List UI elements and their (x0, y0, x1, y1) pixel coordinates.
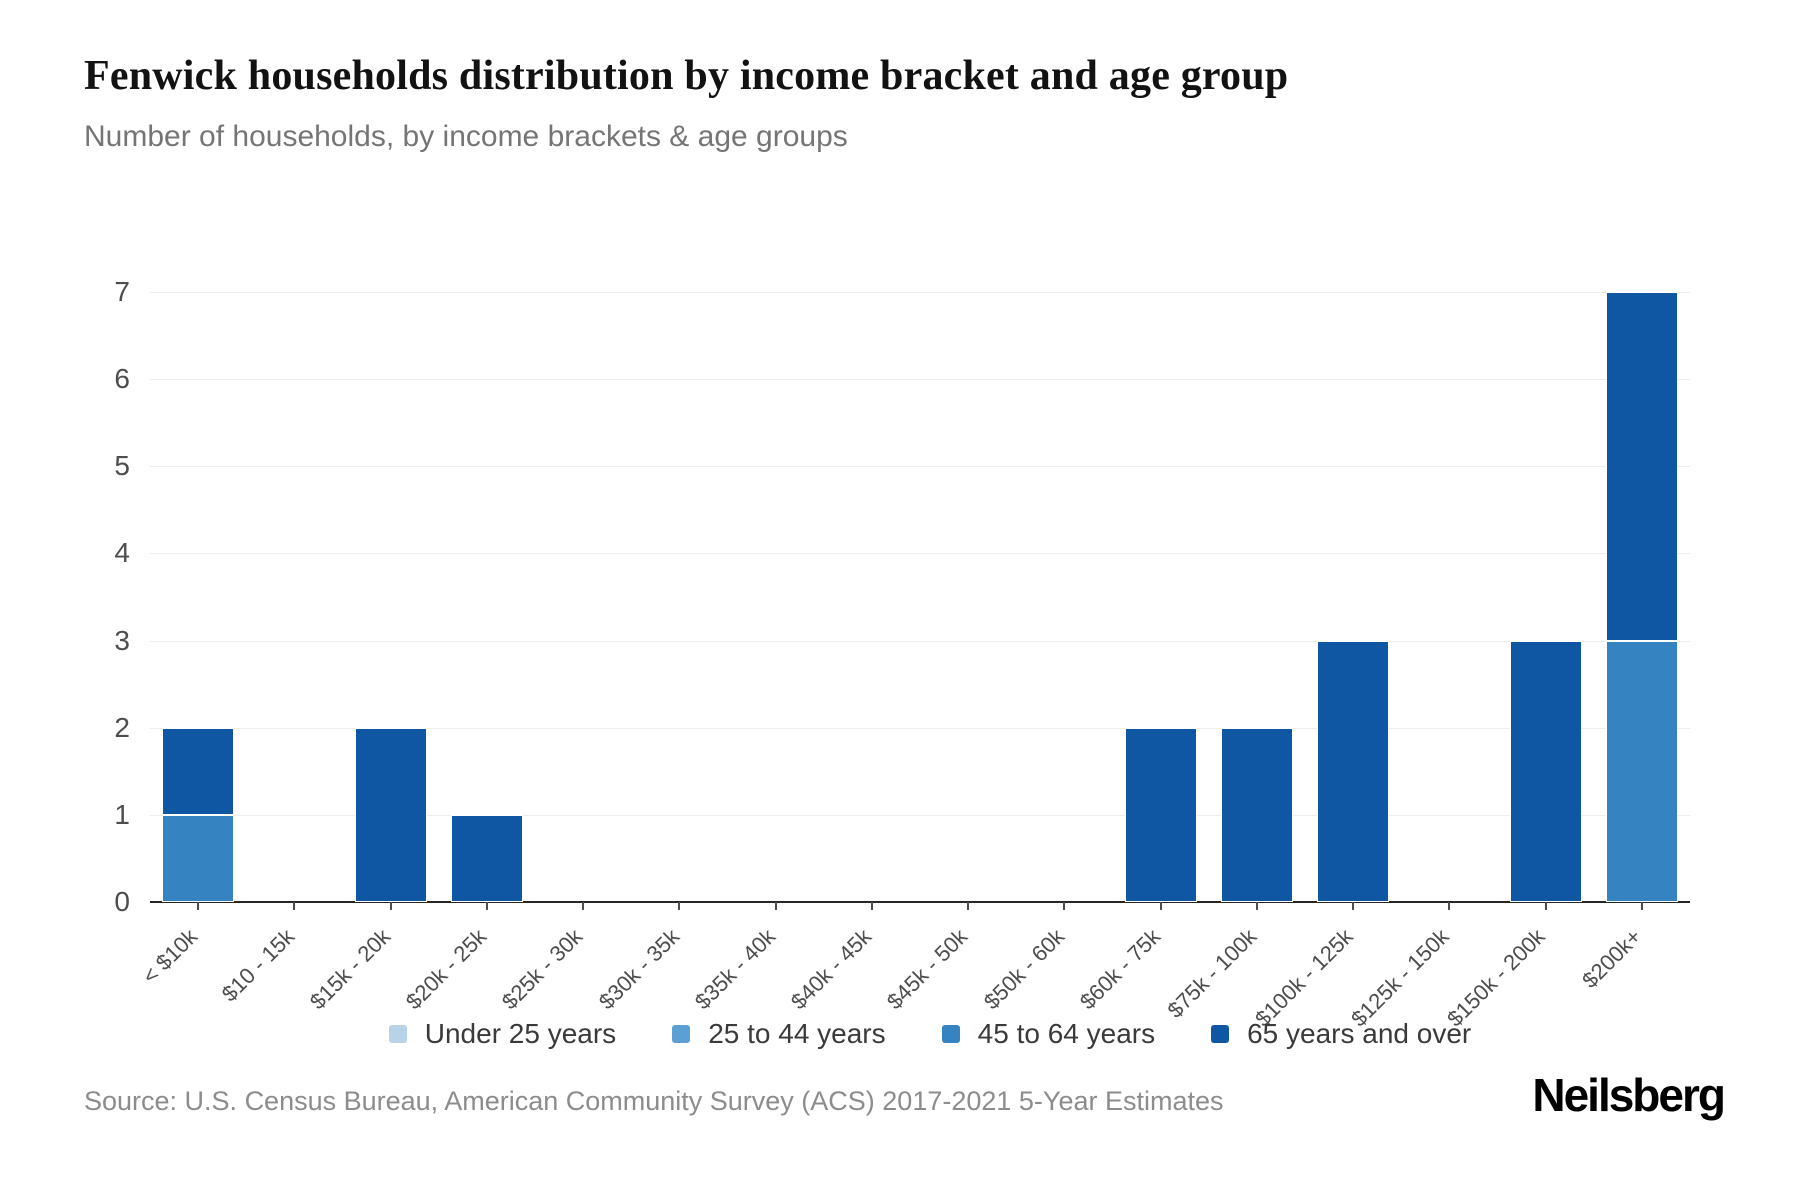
legend-item-65-years-and-over[interactable]: 65 years and over (1211, 1018, 1471, 1050)
x-axis-tick (485, 902, 488, 910)
x-axis-category-label-text: $25k - 30k (497, 923, 588, 1015)
gridline (150, 727, 1690, 729)
gridline (150, 814, 1690, 816)
x-axis-category-label-text: $30k - 35k (593, 923, 684, 1015)
x-axis-tick (1448, 902, 1451, 910)
x-axis-category-label-text: $45k - 50k (882, 923, 973, 1015)
x-axis-tick (1544, 902, 1547, 910)
y-axis-tick-label: 0 (114, 886, 130, 917)
y-axis-tick-label: 3 (114, 624, 130, 656)
legend-label: 25 to 44 years (708, 1018, 886, 1049)
x-axis-tick (1063, 902, 1066, 910)
x-axis-tick (293, 902, 296, 910)
bar-segment-65-years-and-over[interactable] (1605, 292, 1678, 641)
gridline (150, 292, 1690, 293)
legend-label: Under 25 years (424, 1018, 617, 1049)
bar-segment-65-years-and-over[interactable] (354, 727, 427, 902)
x-axis-category-label-text: $200k+ (1577, 923, 1647, 993)
bar-segment-65-years-and-over[interactable] (162, 727, 235, 815)
legend-swatch-icon (672, 1025, 691, 1043)
y-axis-tick-label: 4 (114, 537, 130, 569)
x-axis-category-label-text: $75k - 100k (1162, 923, 1262, 1023)
x-axis-tick (1352, 902, 1355, 910)
x-axis-tick (1255, 902, 1258, 910)
x-axis-tick (967, 902, 970, 910)
x-axis-tick (1640, 902, 1643, 910)
y-axis-tick-label: 2 (114, 711, 130, 743)
legend-label: 45 to 64 years (977, 1018, 1156, 1049)
gridline (150, 466, 1690, 468)
x-axis-category-label-text: $35k - 40k (689, 923, 781, 1015)
bar-segment-45-to-64-years[interactable] (1605, 640, 1678, 902)
legend-item-under-25-years[interactable]: Under 25 years (388, 1018, 617, 1050)
x-axis-tick (1159, 902, 1162, 910)
x-axis-category-label-text: $10 - 15k (216, 923, 299, 1007)
x-axis-tick (389, 902, 392, 910)
y-axis-tick-label: 5 (114, 450, 130, 482)
legend-swatch-icon (1211, 1025, 1230, 1043)
x-axis-category-label-text: $100k - 125k (1249, 923, 1358, 1032)
x-axis-category-label-text: < $10k (137, 923, 203, 989)
x-axis-tick (774, 902, 777, 910)
chart-title: Fenwick households distribution by incom… (84, 53, 1289, 99)
chart-subtitle: Number of households, by income brackets… (84, 120, 848, 153)
neilsberg-logo: Neilsberg (1532, 1069, 1726, 1121)
x-axis-tick (870, 902, 873, 910)
bar-segment-65-years-and-over[interactable] (1509, 640, 1582, 902)
plot-area: 0 1 2 3 4 5 6 7 < $10k $10 - 15k $15k - 20k $20k - … (114, 276, 1690, 1031)
legend-item-25-to-44-years[interactable]: 25 to 44 years (672, 1018, 886, 1050)
legend-label: 65 years and over (1247, 1018, 1472, 1049)
bar-segment-65-years-and-over[interactable] (1124, 727, 1197, 902)
legend: Under 25 years 25 to 44 years 45 to 64 yea… (150, 1018, 1710, 1050)
x-axis-category-label-text: $125k - 150k (1346, 923, 1454, 1032)
x-axis-tick (197, 902, 200, 910)
x-axis-category-label-text: $60k - 75k (1074, 923, 1166, 1015)
legend-swatch-icon (388, 1025, 407, 1043)
bar-segment-65-years-and-over[interactable] (1220, 727, 1293, 902)
y-axis-tick-label: 7 (114, 276, 130, 307)
gridline (150, 379, 1690, 381)
x-axis-line (150, 901, 1690, 903)
legend-item-45-to-64-years[interactable]: 45 to 64 years (941, 1018, 1156, 1050)
bar-segment-65-years-and-over[interactable] (450, 814, 523, 902)
x-axis-category-label-text: $50k - 60k (978, 923, 1069, 1015)
x-axis-tick (678, 902, 681, 910)
x-axis-category-label-text: $40k - 45k (786, 923, 877, 1015)
gridline (150, 553, 1690, 555)
x-axis-category-label-text: $15k - 20k (304, 923, 396, 1015)
x-axis-tick (582, 902, 585, 910)
bar-segment-45-to-64-years[interactable] (162, 814, 235, 902)
source-note: Source: U.S. Census Bureau, American Com… (84, 1086, 1224, 1116)
bar-segment-65-years-and-over[interactable] (1317, 640, 1390, 902)
legend-swatch-icon (941, 1025, 960, 1043)
y-axis-tick-label: 6 (114, 363, 130, 395)
x-axis-category-label-text: $150k - 200k (1442, 923, 1551, 1032)
y-axis-tick-label: 1 (114, 798, 130, 830)
x-axis-category-label-text: $20k - 25k (401, 923, 492, 1015)
gridline (150, 640, 1690, 642)
